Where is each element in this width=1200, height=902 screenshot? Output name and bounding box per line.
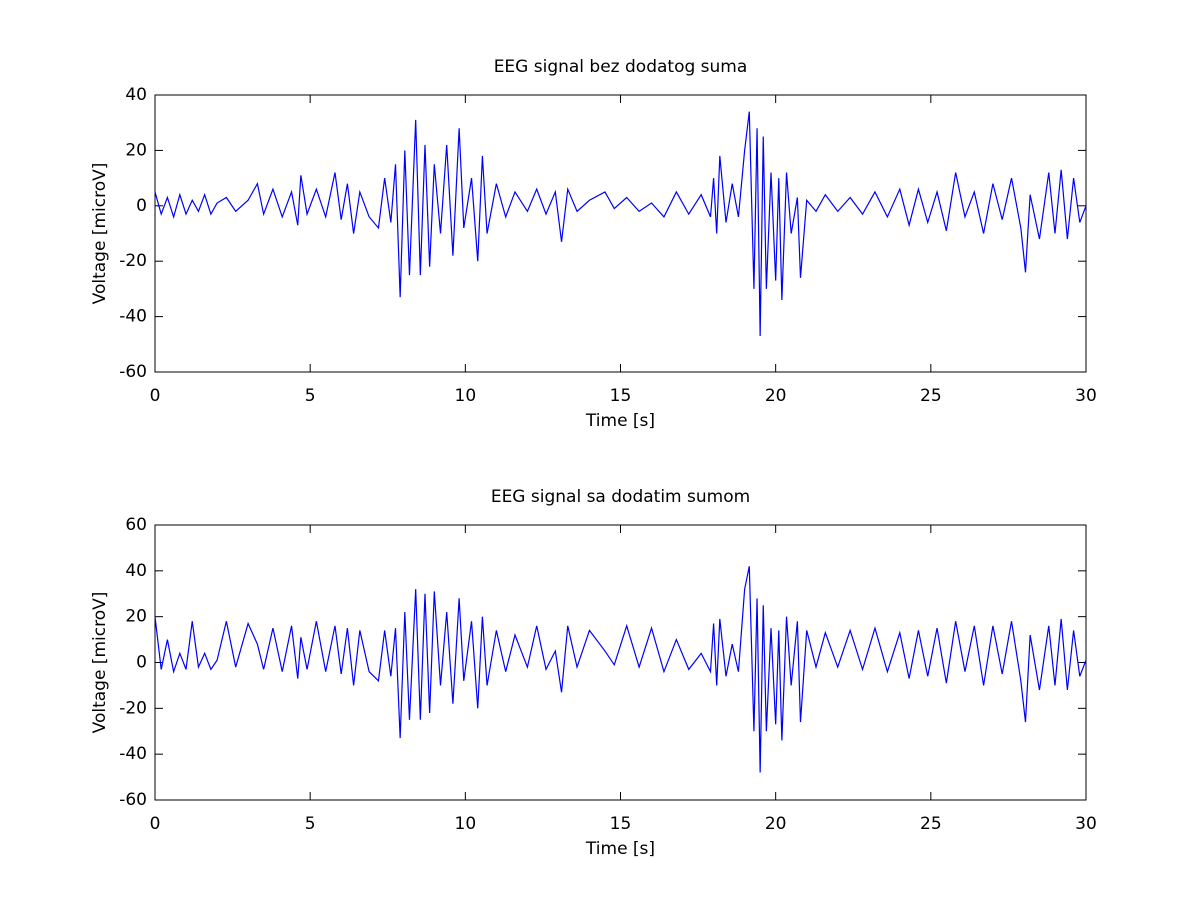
y-tick-label: 0 <box>136 653 147 673</box>
y-tick-label: -40 <box>119 744 147 764</box>
x-tick-label: 10 <box>455 814 477 834</box>
y-tick-label: 40 <box>125 85 147 105</box>
x-tick-label: 25 <box>920 386 942 406</box>
y-tick-label: -20 <box>119 251 147 271</box>
y-tick-label: -20 <box>119 698 147 718</box>
y-tick-label: 0 <box>136 196 147 216</box>
y-tick-label: 40 <box>125 561 147 581</box>
y-axis-label: Voltage [microV] <box>90 163 110 305</box>
x-tick-label: 15 <box>610 814 632 834</box>
y-tick-label: 20 <box>125 140 147 160</box>
x-tick-label: 0 <box>150 386 161 406</box>
signal-line <box>154 111 1087 336</box>
chart-title: EEG signal sa dodatim sumom <box>491 487 750 507</box>
y-tick-label: -60 <box>119 790 147 810</box>
x-tick-label: 25 <box>920 814 942 834</box>
chart-title: EEG signal bez dodatog suma <box>494 57 748 77</box>
x-tick-label: 10 <box>455 386 477 406</box>
y-tick-label: 20 <box>125 607 147 627</box>
x-tick-label: 15 <box>610 386 632 406</box>
x-tick-label: 30 <box>1075 814 1097 834</box>
y-tick-label: -60 <box>119 362 147 382</box>
x-tick-label: 5 <box>305 814 316 834</box>
x-axis-label: Time [s] <box>585 839 655 859</box>
axes-box <box>154 524 1087 801</box>
axes-box <box>154 94 1087 373</box>
x-tick-label: 5 <box>305 386 316 406</box>
y-axis-label: Voltage [microV] <box>90 592 110 734</box>
x-tick-label: 30 <box>1075 386 1097 406</box>
x-axis-label: Time [s] <box>585 411 655 431</box>
y-tick-label: 60 <box>125 515 147 535</box>
signal-line <box>154 566 1087 773</box>
x-tick-label: 20 <box>765 814 787 834</box>
x-tick-label: 20 <box>765 386 787 406</box>
y-tick-label: -40 <box>119 307 147 327</box>
x-tick-label: 0 <box>150 814 161 834</box>
